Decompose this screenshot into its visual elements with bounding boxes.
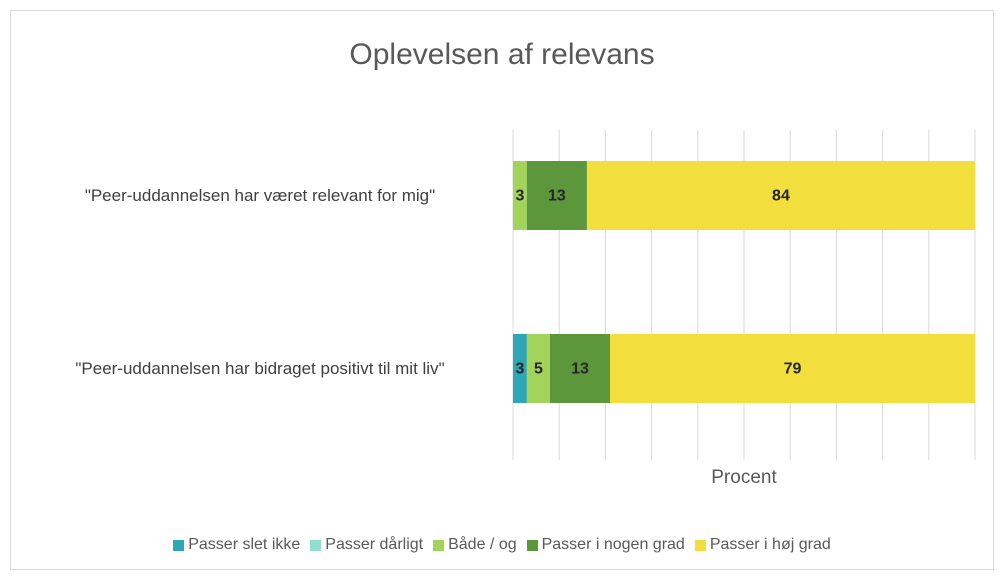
- legend-swatch: [433, 539, 445, 551]
- bar-segment: [610, 334, 975, 403]
- legend: Passer slet ikke Passer dårligt Både / og P…: [10, 536, 994, 554]
- legend-label: Både / og: [448, 536, 517, 553]
- bar-segment: [526, 161, 587, 230]
- bar-segment: [586, 161, 975, 230]
- legend-label: Passer slet ikke: [188, 536, 301, 553]
- chart-title: Oplevelsen af relevans: [349, 38, 654, 71]
- legend-item: Passer i nogen grad: [526, 536, 685, 554]
- legend-swatch: [694, 539, 706, 551]
- legend-swatch: [310, 539, 322, 551]
- bar-segment: [526, 334, 550, 403]
- legend-item: Både / og: [433, 536, 517, 554]
- legend-label: Passer i høj grad: [709, 536, 831, 553]
- legend-item: Passer dårligt: [310, 536, 423, 554]
- category-label: "Peer-uddannelsen har været relevant for…: [84, 185, 436, 205]
- bar-segment: [513, 334, 527, 403]
- x-axis-label: Procent: [711, 467, 777, 488]
- legend-label: Passer dårligt: [325, 536, 424, 553]
- data-label: 5: [534, 361, 543, 378]
- legend-swatch: [173, 539, 185, 551]
- legend-label: Passer i nogen grad: [541, 536, 685, 553]
- chart-border: [10, 10, 994, 570]
- data-label: 13: [571, 361, 589, 378]
- bar-segment: [549, 334, 611, 403]
- legend-item: Passer i høj grad: [694, 536, 831, 554]
- data-label: 13: [548, 188, 566, 205]
- data-label: 3: [515, 188, 524, 205]
- legend-item: Passer slet ikke: [173, 536, 300, 554]
- data-label: 79: [784, 361, 802, 378]
- data-label: 3: [515, 361, 524, 378]
- category-label: "Peer-uddannelsen har bidraget positivt …: [75, 358, 445, 378]
- legend-swatch: [526, 539, 538, 551]
- data-label: 84: [772, 188, 790, 205]
- bar-segment: [513, 161, 527, 230]
